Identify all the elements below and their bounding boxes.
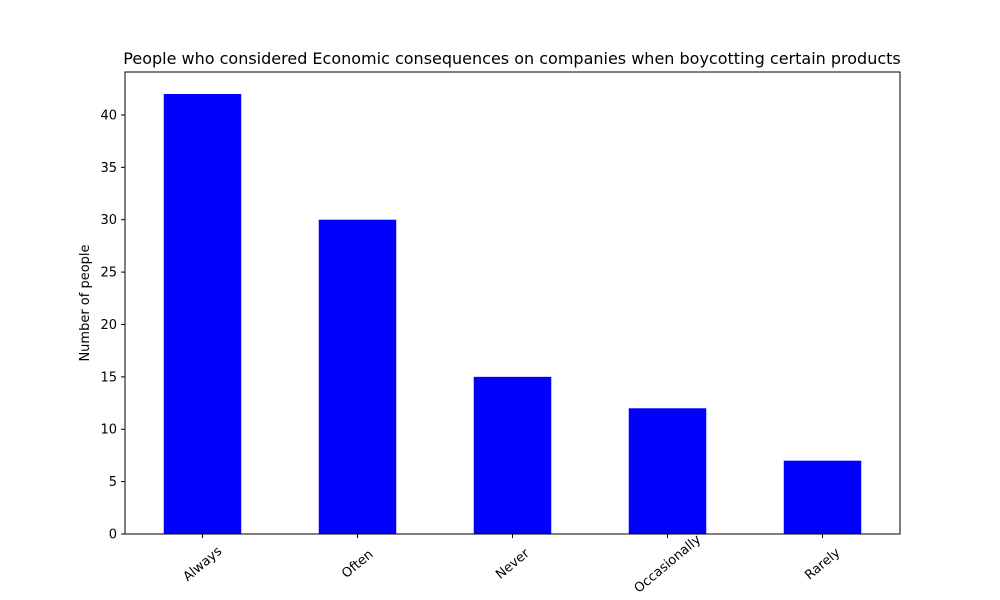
y-tick-label: 40 xyxy=(100,108,117,123)
y-tick-label: 30 xyxy=(100,213,117,228)
y-tick-label: 10 xyxy=(100,423,117,438)
y-tick-label: 0 xyxy=(109,528,117,543)
x-tick-label: Often xyxy=(339,547,376,582)
y-axis: 0 5 10 15 20 25 30 35 40 xyxy=(100,108,125,543)
y-tick-label: 15 xyxy=(100,370,117,385)
bar-rarely xyxy=(783,460,862,534)
y-tick-label: 20 xyxy=(100,318,117,333)
x-tick-label: Rarely xyxy=(802,545,843,583)
y-tick-label: 25 xyxy=(100,266,117,281)
x-axis: Always Often Never Occasionally Rarely xyxy=(181,532,844,596)
bar-never xyxy=(473,376,552,534)
bar-often xyxy=(318,219,397,534)
y-tick-label: 5 xyxy=(109,475,117,490)
x-tick-label: Never xyxy=(493,546,533,583)
y-tick-label: 35 xyxy=(100,161,117,176)
x-tick-label: Occasionally xyxy=(632,532,705,596)
bars-group xyxy=(163,94,862,534)
bar-occasionally xyxy=(628,408,707,534)
x-tick-label: Always xyxy=(181,544,226,585)
chart-title: People who considered Economic consequen… xyxy=(123,49,900,68)
bar-always xyxy=(163,94,242,534)
y-axis-label: Number of people xyxy=(78,244,93,361)
